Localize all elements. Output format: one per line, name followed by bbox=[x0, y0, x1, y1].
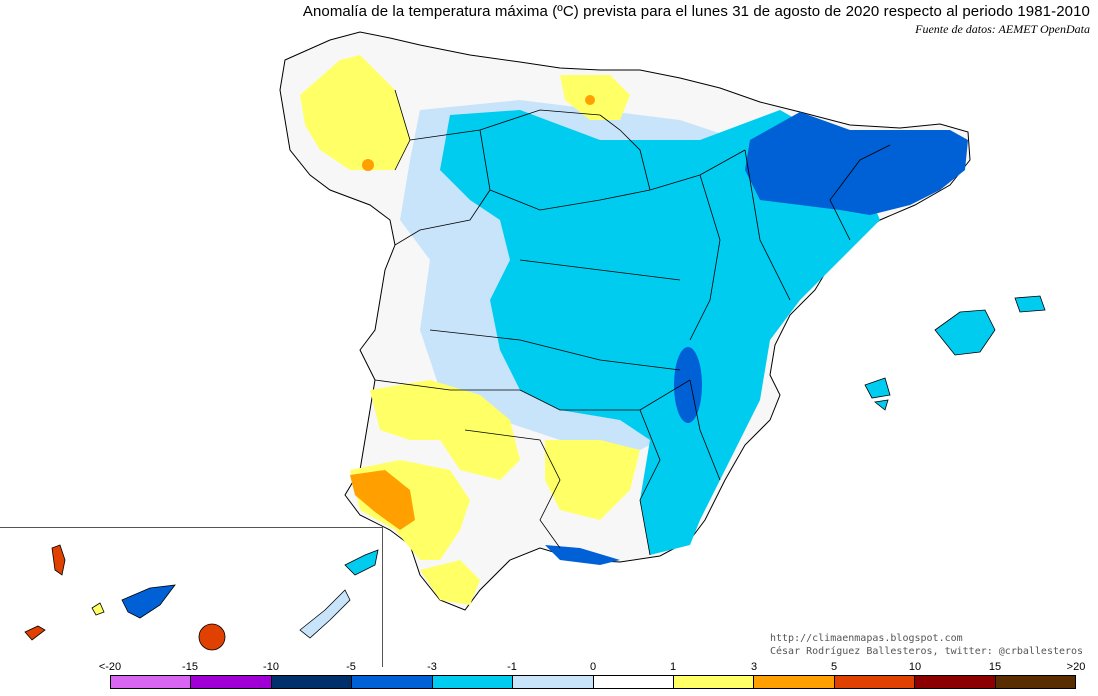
island-ibiza bbox=[864, 377, 891, 399]
legend-swatch-3 bbox=[352, 676, 433, 688]
island-menorca bbox=[1014, 295, 1046, 313]
color-scale-bar bbox=[110, 675, 1076, 689]
credits-url[interactable]: http://climaenmapas.blogspot.com bbox=[770, 633, 963, 644]
anomaly-zone-yellow-cadiz bbox=[420, 560, 480, 605]
island-formentera bbox=[874, 399, 889, 411]
anomaly-zone-blue-south-coast bbox=[545, 545, 620, 565]
legend-swatch-4 bbox=[432, 676, 514, 688]
legend-label: 5 bbox=[830, 661, 838, 673]
anomaly-spot-orange-burgos bbox=[585, 95, 595, 105]
canary-inset-frame bbox=[0, 527, 383, 667]
anomaly-zone-yellow-andalucia bbox=[370, 380, 520, 480]
anomaly-zone-orange-huelva bbox=[350, 470, 415, 530]
legend-label: 3 bbox=[750, 661, 758, 673]
anomaly-zone-yellow-basque bbox=[560, 75, 630, 120]
legend-label: -3 bbox=[427, 661, 437, 673]
legend-swatch-10 bbox=[915, 676, 996, 688]
island-fuerteventura bbox=[299, 589, 351, 639]
map-title: Anomalía de la temperatura máxima (ºC) p… bbox=[302, 3, 1090, 20]
legend-label: 1 bbox=[669, 661, 677, 673]
anomaly-zone-cyan bbox=[440, 110, 880, 555]
legend-swatch-1 bbox=[191, 676, 272, 688]
island-lanzarote bbox=[344, 549, 379, 576]
island-gran-canaria bbox=[198, 623, 226, 651]
legend-label: <-20 bbox=[98, 661, 122, 673]
legend-label: -10 bbox=[263, 661, 279, 673]
region-borders bbox=[374, 89, 891, 556]
legend-label: 0 bbox=[589, 661, 597, 673]
anomaly-map bbox=[24, 31, 1046, 651]
legend-swatch-9 bbox=[834, 676, 916, 688]
legend-swatch-7 bbox=[673, 676, 755, 688]
legend-label: 15 bbox=[988, 661, 1002, 673]
island-el-hierro bbox=[24, 625, 46, 641]
legend-swatch-2 bbox=[271, 676, 353, 688]
island-la-gomera bbox=[91, 602, 105, 616]
legend-label: >20 bbox=[1066, 661, 1086, 673]
island-la-palma bbox=[51, 544, 66, 576]
legend-label: 10 bbox=[908, 661, 922, 673]
credits: http://climaenmapas.blogspot.com César R… bbox=[770, 632, 1083, 658]
legend-swatch-0 bbox=[111, 676, 192, 688]
legend-labels: <-20 -15 -10 -5 -3 -1 0 1 3 5 10 15 >20 bbox=[0, 661, 1098, 675]
legend-swatch-8 bbox=[754, 676, 835, 688]
legend-swatch-5 bbox=[513, 676, 594, 688]
legend-swatch-11 bbox=[995, 676, 1076, 688]
legend-label: -15 bbox=[182, 661, 198, 673]
anomaly-zone-yellow-galicia bbox=[300, 55, 410, 170]
island-tenerife bbox=[121, 584, 176, 619]
anomaly-spot-orange-ourense bbox=[362, 159, 374, 171]
legend-swatch-6 bbox=[593, 676, 674, 688]
credits-author: César Rodríguez Ballesteros, twitter: @c… bbox=[770, 646, 1084, 657]
data-source: Fuente de datos: AEMET OpenData bbox=[915, 22, 1090, 36]
island-mallorca bbox=[934, 309, 996, 356]
anomaly-zone-blue-valencia bbox=[674, 347, 702, 423]
anomaly-zone-yellow-jaen bbox=[545, 440, 640, 520]
anomaly-zone-blue-northeast bbox=[745, 112, 968, 215]
legend-label: -5 bbox=[346, 661, 356, 673]
legend-label: -1 bbox=[507, 661, 517, 673]
